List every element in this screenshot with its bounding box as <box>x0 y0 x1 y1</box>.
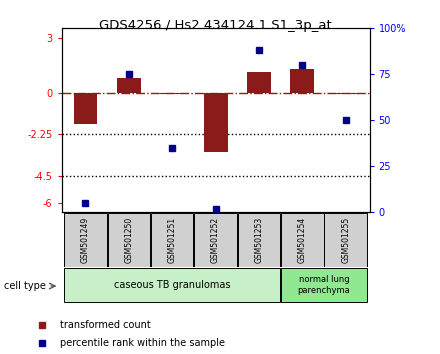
Bar <box>324 213 367 267</box>
Bar <box>64 213 107 267</box>
Bar <box>64 268 280 302</box>
Text: normal lung
parenchyma: normal lung parenchyma <box>298 275 350 295</box>
Bar <box>108 213 150 267</box>
Bar <box>238 213 280 267</box>
Bar <box>160 93 184 94</box>
Text: transformed count: transformed count <box>60 320 150 330</box>
Bar <box>290 69 314 93</box>
Text: GSM501251: GSM501251 <box>168 217 177 263</box>
Text: GSM501252: GSM501252 <box>211 217 220 263</box>
Bar <box>73 93 97 124</box>
Bar <box>334 93 358 94</box>
Bar <box>281 213 323 267</box>
Bar <box>204 93 227 152</box>
Bar <box>151 213 194 267</box>
Bar <box>281 268 367 302</box>
Text: cell type: cell type <box>4 281 46 291</box>
Text: GSM501253: GSM501253 <box>254 217 264 263</box>
Text: GDS4256 / Hs2.434124.1.S1_3p_at: GDS4256 / Hs2.434124.1.S1_3p_at <box>99 19 332 33</box>
Bar <box>117 78 141 93</box>
Text: caseous TB granulomas: caseous TB granulomas <box>114 280 231 290</box>
Text: GSM501250: GSM501250 <box>125 217 133 263</box>
Bar <box>247 73 271 93</box>
Text: GSM501255: GSM501255 <box>341 217 350 263</box>
Text: GSM501249: GSM501249 <box>81 217 90 263</box>
Bar <box>194 213 237 267</box>
Text: percentile rank within the sample: percentile rank within the sample <box>60 338 224 348</box>
Text: GSM501254: GSM501254 <box>298 217 307 263</box>
